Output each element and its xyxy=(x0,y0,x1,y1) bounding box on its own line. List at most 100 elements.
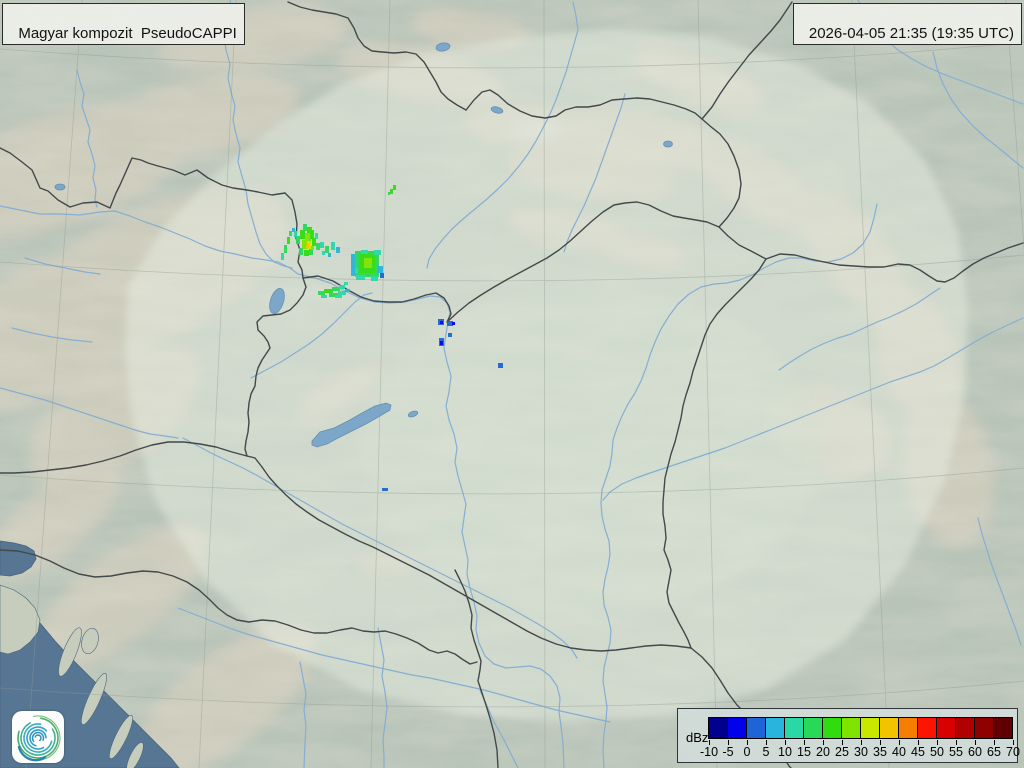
echo-cell xyxy=(382,488,388,491)
border-pl-ua xyxy=(701,1,793,120)
echo-cell xyxy=(289,231,292,236)
colorbar-tick-label: 10 xyxy=(778,745,792,759)
istria-peninsula xyxy=(0,584,41,655)
colorbar-tick xyxy=(975,740,976,745)
echo-cell xyxy=(390,189,393,194)
echo-cell xyxy=(344,282,348,285)
echo-cell xyxy=(302,240,307,249)
lake-small-sk1 xyxy=(490,106,504,114)
river-alp-1 xyxy=(24,257,101,275)
echo-cell xyxy=(380,273,384,278)
colorbar-tick-label: 5 xyxy=(762,745,770,759)
echo-cell xyxy=(303,224,307,231)
echo-cell xyxy=(321,295,327,298)
colorbar-tick xyxy=(785,740,786,745)
echo-cell xyxy=(498,363,503,368)
colorbar-unit-label: dBz xyxy=(686,730,709,745)
river-sava xyxy=(177,607,611,723)
colorbar-panel: dBz -10 -5 0 5 10 15 20 25 30 35 40 45 50 55 60 65 70 xyxy=(677,708,1020,763)
echo-cell xyxy=(316,243,320,250)
river-kamp xyxy=(76,69,98,208)
colorbar-tick xyxy=(994,740,995,745)
river-raba xyxy=(250,292,373,379)
colorbar-tick-label: -10 xyxy=(699,745,719,759)
lake-small-at xyxy=(54,183,66,191)
echo-cell xyxy=(305,233,311,243)
colorbar-tick-label: 20 xyxy=(816,745,830,759)
river-hron xyxy=(563,93,626,253)
colorbar-tick-label: 70 xyxy=(1006,745,1020,759)
river-mur xyxy=(0,387,179,439)
river-vah xyxy=(426,1,579,269)
colorbar-tick xyxy=(709,740,710,745)
echo-cell xyxy=(356,275,365,280)
colorbar-cell xyxy=(956,718,974,738)
border-hu-at-west xyxy=(244,277,307,457)
echo-cell xyxy=(318,291,325,295)
river-morava xyxy=(223,0,293,269)
lakes-layer xyxy=(54,42,673,448)
colorbar-tick-label: 40 xyxy=(892,745,906,759)
colorbar-tick xyxy=(1013,740,1014,745)
border-si-hr-ba xyxy=(0,549,478,665)
border-hr-rs xyxy=(454,569,499,768)
timestamp-box: 2026-04-05 21:35 (19:35 UTC) xyxy=(792,3,1022,45)
echo-cell xyxy=(296,236,300,244)
river-vrbas xyxy=(299,661,307,768)
colorbar-cell xyxy=(899,718,917,738)
colorbar-tick xyxy=(918,740,919,745)
lake-balaton xyxy=(311,402,392,448)
echo-cell xyxy=(374,250,381,255)
product-title: Magyar kompozit PseudoCAPPI xyxy=(18,25,237,42)
echo-cell xyxy=(371,276,378,281)
border-cz-sk xyxy=(287,1,467,111)
river-danube-upper xyxy=(0,205,299,275)
colorbar-tick-label: 25 xyxy=(835,745,849,759)
colorbar-tick xyxy=(861,740,862,745)
echo-cell xyxy=(324,289,333,293)
echo-cell xyxy=(294,231,297,237)
echo-cell xyxy=(329,293,338,297)
river-olt xyxy=(977,517,1022,646)
echo-cell xyxy=(336,247,340,253)
echo-cell xyxy=(310,230,314,239)
river-danube xyxy=(297,273,565,768)
colorbar-cell xyxy=(918,718,936,738)
radar-echo-layer xyxy=(281,185,503,491)
colorbar-cell xyxy=(766,718,784,738)
lake-small-sk2 xyxy=(663,140,673,148)
colorbar-tick xyxy=(880,740,881,745)
colorbar-cell xyxy=(937,718,955,738)
echo-cell xyxy=(447,321,453,326)
echo-cell xyxy=(377,266,383,273)
colorbar-tick xyxy=(728,740,729,745)
colorbar-tick xyxy=(842,740,843,745)
colorbar-tick-label: 60 xyxy=(968,745,982,759)
echo-cell xyxy=(393,185,396,190)
echo-cell xyxy=(311,246,314,250)
colorbar-tick-label: 50 xyxy=(930,745,944,759)
echo-cell xyxy=(332,287,340,291)
echo-cell xyxy=(364,258,372,268)
timestamp-text: 2026-04-05 21:35 (19:35 UTC) xyxy=(808,25,1014,42)
met-service-logo xyxy=(12,711,64,763)
colorbar-cell xyxy=(842,718,860,738)
echo-cell xyxy=(361,250,368,254)
echo-cell xyxy=(331,242,335,250)
river-drava xyxy=(182,437,578,659)
border-hu-south xyxy=(246,455,692,652)
colorbar-tick-label: -5 xyxy=(722,745,734,759)
colorbar-tick-label: 30 xyxy=(854,745,868,759)
echo-cell xyxy=(281,253,284,260)
echo-cell xyxy=(299,248,303,255)
echo-cell xyxy=(328,253,331,257)
colorbar-tick xyxy=(804,740,805,745)
echo-cell xyxy=(325,246,329,253)
colorbar-tick-label: 15 xyxy=(797,745,811,759)
echo-cell xyxy=(315,233,318,239)
radar-coverage-area xyxy=(125,28,968,722)
colorbar-tick-label: 45 xyxy=(911,745,925,759)
